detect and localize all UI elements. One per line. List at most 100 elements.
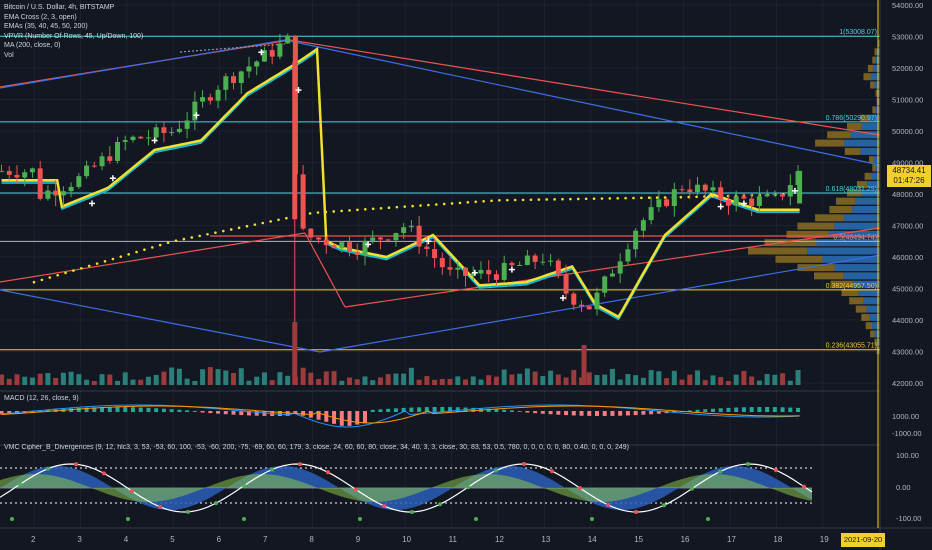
time-tick-label: 8 [309, 535, 314, 544]
volume-bar [261, 372, 267, 385]
macd-signal-line [1, 405, 800, 424]
macd-histogram-bar [115, 407, 120, 412]
macd-histogram-bar [695, 409, 700, 412]
volume-bar [718, 377, 724, 385]
ma200-dot [576, 197, 580, 201]
legend-ema-cross[interactable]: EMA Cross (2, 3, open) [4, 13, 77, 21]
cross-marker [559, 294, 566, 301]
time-tick-label: 10 [402, 535, 411, 544]
ma200-dot [308, 212, 312, 215]
candle-body [184, 120, 190, 129]
osc-bottom-dot [242, 517, 246, 521]
macd-histogram-bar [223, 411, 228, 415]
candle-body [687, 189, 693, 193]
volume-bar [60, 372, 66, 385]
ma200-dot [56, 273, 59, 277]
osc-signal-dot [158, 504, 162, 509]
volume-bar [656, 371, 662, 385]
ma200-dot [80, 266, 83, 270]
candle-body [0, 170, 5, 172]
symbol-title[interactable]: Bitcoin / U.S. Dollar, 4h, BITSTAMP [4, 4, 115, 11]
ma200-dot [695, 195, 698, 199]
candle-body [231, 76, 237, 84]
cross-marker [295, 87, 302, 94]
volume-bar [362, 376, 368, 385]
macd-histogram-bar [239, 411, 244, 416]
trendline-red-low-left [0, 232, 306, 283]
macd-histogram-bar [556, 411, 561, 415]
candle-body [22, 172, 28, 178]
macd-histogram-bar [293, 411, 298, 414]
macd-histogram-bar [254, 411, 259, 416]
time-axis[interactable]: 2 3 4 5 6 7 8 9 10 11 12 13 14 15 16 17 18 19 [31, 535, 829, 544]
osc-signal-dot [634, 509, 638, 514]
macd-histogram-bar [301, 411, 306, 416]
legend-oscillator[interactable]: VMC Cipher_B_Divergences (9, 12, hlc3, 3… [4, 444, 629, 451]
volume-bar [215, 369, 221, 385]
macd-histogram-bar [386, 408, 391, 412]
current-price-value: 48734.41 [892, 166, 926, 175]
candle-body [633, 230, 639, 250]
cross-marker [258, 49, 265, 56]
macd-histogram-bar [324, 411, 329, 422]
ma200-dot [466, 201, 470, 204]
trend-lines[interactable] [0, 39, 881, 353]
volume-bar [625, 374, 631, 385]
macd-histogram-bar [548, 411, 553, 415]
volume-bar [772, 374, 778, 385]
macd-histogram-bar [649, 411, 654, 415]
volume-bar [540, 375, 546, 385]
legend-ma[interactable]: MA (200, close, 0) [4, 42, 61, 49]
price-tick-label: 49000.00 [892, 159, 923, 168]
volume-bar [223, 370, 229, 385]
ma200-dot [95, 262, 99, 265]
macd-histogram-bar [788, 407, 793, 412]
candle-body [555, 260, 561, 275]
volume-bar [617, 379, 623, 385]
candle-body [733, 196, 739, 206]
ma200-dot [537, 198, 541, 201]
macd-histogram-bar [0, 411, 4, 415]
volume-bar [339, 380, 345, 385]
crash-candle-body [292, 61, 298, 220]
candle-body [648, 207, 654, 221]
ma200-dot [190, 236, 194, 239]
time-tick-label: 11 [449, 535, 458, 544]
ma200-dot [182, 237, 186, 241]
legend-vol[interactable]: Vol [4, 51, 14, 59]
crash-volume-bar [292, 322, 298, 385]
candle-body [408, 225, 414, 228]
macd-histogram-bar [602, 411, 607, 416]
macd-histogram-bar [540, 411, 545, 414]
cross-marker [109, 175, 116, 182]
ma200-dot [261, 221, 265, 225]
ma200-dot [561, 197, 564, 201]
fib-level-label: 0.618(48031.29) [826, 186, 877, 193]
macd-histogram-bar [107, 407, 112, 412]
volume-bar [370, 380, 376, 385]
macd-histogram-bar [146, 407, 151, 412]
macd-histogram-bar [161, 408, 166, 412]
ma200-dot [632, 196, 635, 200]
candle-body [447, 267, 453, 270]
osc-bottom-dot [10, 517, 14, 521]
legend-vpvr[interactable]: VPVR (Number Of Rows, 45, Up/Down, 100) [4, 32, 144, 40]
price-axis[interactable]: 54000.00 53000.00 52000.00 51000.00 50000.00… [892, 1, 923, 523]
osc-signal-dot [746, 462, 750, 467]
volume-bar [76, 374, 82, 385]
legend-macd[interactable]: MACD (12, 26, close, 9) [4, 395, 79, 402]
ma200-dot [379, 206, 383, 210]
macd-histogram-bar [625, 411, 630, 416]
macd-histogram-bar [192, 410, 197, 412]
volume-bar [764, 374, 770, 385]
macd-histogram-bar [710, 408, 715, 412]
macd-histogram-bar [502, 409, 507, 412]
candle-body [107, 156, 113, 161]
price-tick-label: 46000.00 [892, 253, 923, 262]
macd-histogram-bar [571, 411, 576, 416]
legend-emas[interactable]: EMAs (35, 40, 45, 50, 200) [4, 23, 88, 30]
wavetrend-line [0, 463, 813, 513]
candle-body [60, 191, 66, 196]
volume-bar [478, 379, 484, 385]
